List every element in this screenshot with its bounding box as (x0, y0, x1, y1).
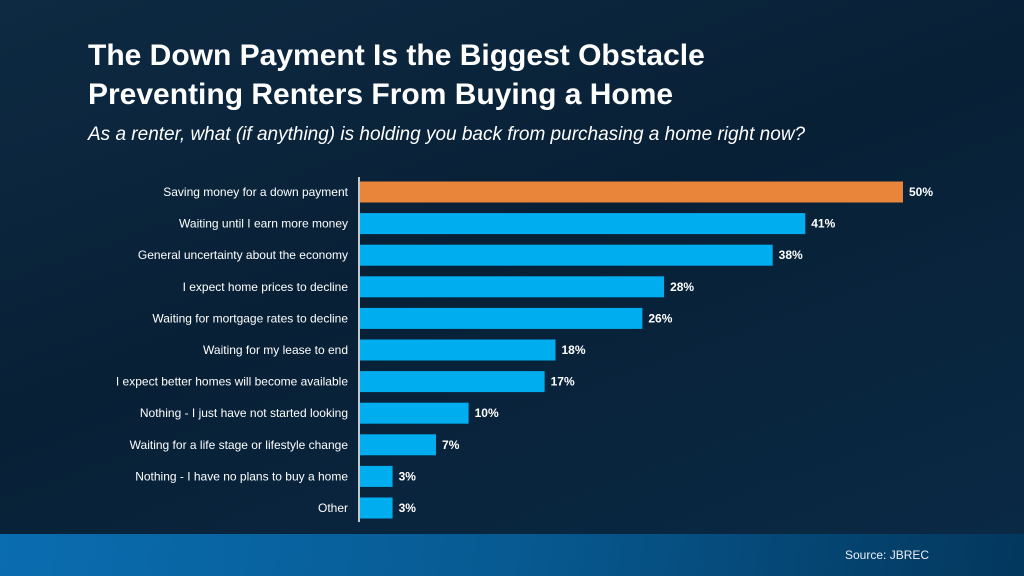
category-label: General uncertainty about the economy (138, 248, 348, 262)
category-label: Waiting for a life stage or lifestyle ch… (130, 438, 349, 452)
data-label: 17% (551, 375, 575, 389)
bar (360, 371, 545, 393)
bar (360, 465, 393, 487)
category-label: I expect home prices to decline (183, 280, 349, 294)
bar (360, 213, 806, 235)
bar (360, 244, 773, 266)
bar (360, 276, 665, 298)
bar (360, 497, 393, 519)
data-label: 26% (648, 311, 672, 325)
bar (360, 339, 556, 361)
data-label: 28% (670, 280, 694, 294)
data-label: 38% (779, 248, 803, 262)
title-line-1: The Down Payment Is the Biggest Obstacle (88, 39, 705, 72)
bar (360, 181, 903, 203)
category-label: Nothing - I just have not started lookin… (140, 406, 348, 420)
category-label: Waiting for mortgage rates to decline (152, 311, 348, 325)
bar (360, 307, 643, 329)
category-label: Waiting for my lease to end (203, 343, 348, 357)
category-label: Nothing - I have no plans to buy a home (135, 469, 348, 483)
chart-subtitle: As a renter, what (if anything) is holdi… (88, 124, 806, 145)
category-label: Other (318, 501, 348, 515)
data-label: 50% (909, 185, 933, 199)
category-label: I expect better homes will become availa… (116, 375, 348, 389)
data-label: 7% (442, 438, 460, 452)
data-label: 18% (561, 343, 585, 357)
data-label: 41% (811, 217, 835, 231)
category-label: Waiting until I earn more money (179, 217, 348, 231)
footer-band: Source: JBREC (0, 534, 1024, 576)
bar (360, 434, 437, 456)
data-label: 3% (399, 501, 417, 515)
bar (360, 402, 469, 424)
title-line-2: Preventing Renters From Buying a Home (88, 78, 674, 111)
source-label: Source: JBREC (845, 548, 930, 562)
data-label: 3% (399, 469, 417, 483)
data-label: 10% (475, 406, 499, 420)
chart-title: The Down Payment Is the Biggest Obstacle… (88, 36, 705, 114)
category-label: Saving money for a down payment (163, 185, 348, 199)
